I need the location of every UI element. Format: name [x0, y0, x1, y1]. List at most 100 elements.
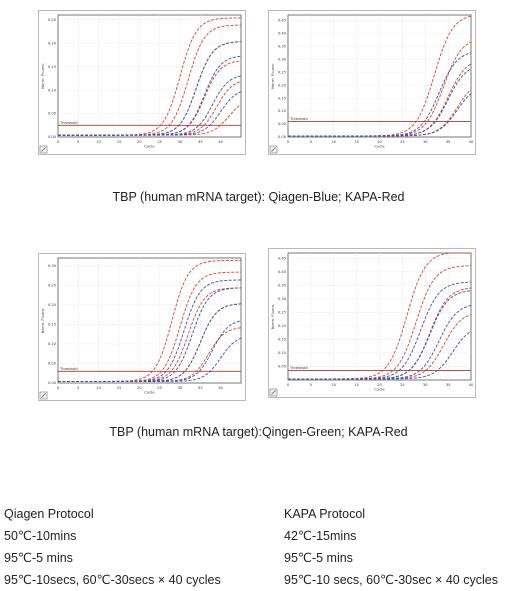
- y-tick-label: 0.20: [278, 83, 287, 87]
- kapa-step-1: 42℃-15mins: [284, 529, 357, 543]
- amplification-plot-3: 0 5 10 15 20 25 30 35 40 0.00 0.05 0.10 0.15 0.20 0.25…: [38, 253, 246, 401]
- kapa-step-2: 95℃-5 mins: [284, 551, 353, 565]
- y-tick-label: 0.30: [278, 57, 287, 61]
- y-tick-label: 0.35: [278, 44, 286, 48]
- x-tick-label: 0: [57, 140, 60, 144]
- x-tick-label: 5: [310, 140, 312, 144]
- x-tick-label: 10: [331, 140, 336, 144]
- y-tick-label: 0.10: [48, 88, 57, 92]
- x-axis-label: Cycle: [374, 387, 385, 392]
- y-tick-label: 0.25: [278, 70, 286, 74]
- x-tick-label: 5: [77, 386, 79, 390]
- x-tick-label: 0: [287, 140, 290, 144]
- amplification-plot-2: 0 5 10 15 20 25 30 35 40 0.00 0.05 0.10 0.15 0.20 0.25…: [268, 10, 476, 155]
- amplification-curve: [58, 337, 242, 382]
- amplification-plot-4: 0 5 10 15 20 25 30 35 40 0.05 0.10 0.15 0.20 0.25 0.30…: [268, 248, 476, 398]
- y-tick-label: 0.25: [278, 311, 286, 315]
- kapa-protocol: KAPA Protocol 42℃-15mins 95℃-5 mins 95℃-…: [284, 503, 498, 591]
- x-tick-label: 25: [400, 383, 405, 387]
- y-axis-label: Norm. Fluoro.: [270, 304, 275, 330]
- x-tick-label: 20: [137, 140, 142, 144]
- x-tick-label: 30: [423, 140, 428, 144]
- y-tick-label: 0.05: [48, 362, 56, 366]
- x-tick-label: 10: [96, 386, 101, 390]
- qiagen-protocol: Qiagen Protocol 50℃-10mins 95℃-5 mins 95…: [4, 503, 221, 591]
- kapa-protocol-title: KAPA Protocol: [284, 507, 366, 521]
- x-tick-label: 35: [198, 386, 203, 390]
- plot-area: [57, 257, 242, 384]
- x-tick-label: 40: [218, 140, 223, 144]
- amplification-curve: [58, 279, 242, 382]
- y-tick-label: 0.30: [278, 297, 287, 301]
- x-tick-label: 10: [331, 383, 336, 387]
- x-tick-label: 20: [137, 386, 142, 390]
- y-tick-label: 0.00: [278, 135, 287, 139]
- y-tick-label: 0.15: [48, 323, 56, 327]
- amplification-curve: [58, 271, 242, 382]
- amplification-curve: [58, 91, 242, 136]
- y-tick-label: 0.45: [278, 18, 286, 22]
- pencil-icon: [271, 147, 276, 152]
- x-tick-label: 10: [96, 140, 101, 144]
- plot-svg-2: 0 5 10 15 20 25 30 35 40 0.00 0.05 0.10 0.15 0.20 0.25…: [268, 10, 476, 155]
- x-tick-label: 15: [117, 140, 122, 144]
- plot-svg-3: 0 5 10 15 20 25 30 35 40 0.00 0.05 0.10 0.15 0.20 0.25…: [38, 253, 246, 401]
- threshold-label: Threshold: [289, 366, 308, 370]
- amplification-curve: [288, 93, 472, 137]
- y-tick-label: 0.20: [278, 324, 287, 328]
- x-tick-label: 25: [157, 386, 162, 390]
- x-tick-label: 20: [377, 383, 382, 387]
- x-tick-label: 30: [178, 140, 183, 144]
- x-tick-label: 0: [57, 386, 60, 390]
- y-tick-label: 0.40: [278, 270, 287, 274]
- plot-svg-4: 0 5 10 15 20 25 30 35 40 0.05 0.10 0.15 0.20 0.25 0.30…: [268, 248, 476, 398]
- qiagen-step-3: 95℃-10secs, 60℃-30secs × 40 cycles: [4, 573, 221, 587]
- pencil-icon: [41, 393, 46, 398]
- plot-svg-1: 0 5 10 15 20 25 30 35 40 0.00 0.05 0.10 0.15 0.20 0.25…: [38, 10, 246, 155]
- amplification-curve: [58, 24, 242, 136]
- caption-top: TBP (human mRNA target): Qiagen-Blue; KA…: [112, 190, 405, 204]
- threshold-label: Threshold: [59, 367, 78, 371]
- caption-bottom: TBP (human mRNA target):Qingen-Green; KA…: [109, 425, 408, 439]
- amplification-curve: [288, 265, 472, 380]
- y-tick-label: 0.40: [278, 31, 287, 35]
- x-tick-label: 35: [446, 383, 451, 387]
- x-tick-label: 15: [354, 383, 359, 387]
- amplification-curve: [58, 17, 242, 136]
- y-tick-label: 0.00: [48, 135, 57, 139]
- y-tick-label: 0.10: [278, 351, 287, 355]
- y-tick-label: 0.10: [278, 109, 287, 113]
- x-tick-label: 15: [117, 386, 122, 390]
- x-tick-label: 35: [446, 140, 451, 144]
- y-tick-label: 0.05: [278, 365, 286, 369]
- y-tick-label: 0.35: [278, 284, 286, 288]
- amplification-curve: [288, 281, 472, 380]
- y-tick-label: 0.05: [48, 112, 56, 116]
- y-tick-label: 0.00: [48, 381, 57, 385]
- y-tick-label: 0.25: [48, 284, 56, 288]
- y-tick-label: 0.15: [278, 338, 286, 342]
- x-axis-label: Cycle: [144, 390, 155, 395]
- x-tick-label: 40: [218, 386, 223, 390]
- y-tick-label: 0.15: [48, 65, 56, 69]
- plot-area: [287, 252, 472, 381]
- x-tick-label: 40: [469, 140, 474, 144]
- x-tick-label: 35: [198, 140, 203, 144]
- y-tick-label: 0.45: [278, 257, 286, 261]
- y-tick-label: 0.05: [278, 122, 286, 126]
- amplification-curve: [288, 330, 472, 380]
- y-axis-label: Norm. Fluoro.: [270, 63, 275, 89]
- y-tick-label: 0.30: [48, 264, 57, 268]
- amplification-curve: [288, 252, 471, 380]
- x-tick-label: 25: [400, 140, 405, 144]
- y-tick-label: 0.25: [48, 18, 56, 22]
- pencil-icon: [41, 147, 46, 152]
- x-tick-label: 15: [354, 140, 359, 144]
- threshold-label: Threshold: [289, 117, 308, 121]
- x-tick-label: 40: [469, 383, 474, 387]
- qiagen-step-2: 95℃-5 mins: [4, 551, 73, 565]
- y-tick-label: 0.10: [48, 342, 57, 346]
- x-axis-label: Cycle: [374, 144, 385, 149]
- y-tick-label: 0.20: [48, 41, 57, 45]
- y-tick-label: 0.15: [278, 96, 286, 100]
